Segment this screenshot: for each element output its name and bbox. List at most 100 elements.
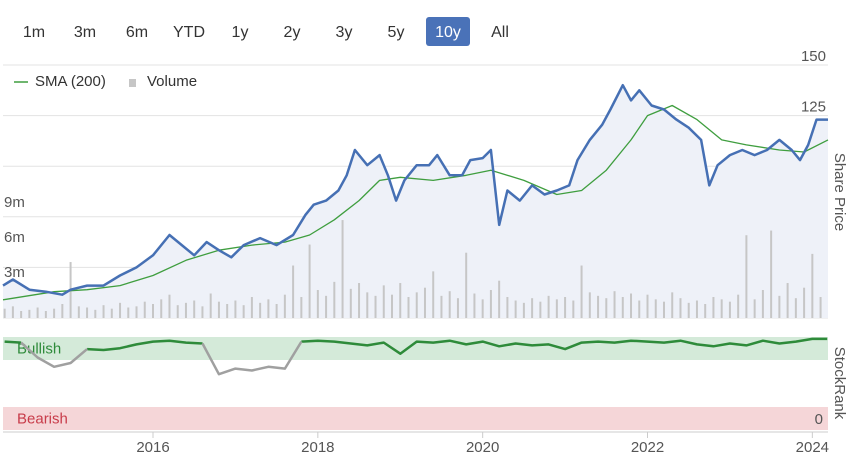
volume-bar xyxy=(695,300,698,318)
volume-bar xyxy=(712,297,715,318)
range-button-label[interactable]: 1y xyxy=(232,24,249,41)
rank-line xyxy=(4,337,828,355)
range-button-label[interactable]: 10y xyxy=(435,24,461,41)
volume-bar xyxy=(506,297,509,318)
volume-bar xyxy=(555,299,558,318)
volume-bar xyxy=(61,304,64,318)
volume-bar xyxy=(176,305,179,318)
volume-bar xyxy=(283,294,286,318)
volume-bar xyxy=(473,293,476,318)
range-button[interactable]: 3m xyxy=(74,24,96,41)
volume-bar xyxy=(522,302,525,318)
volume-bar xyxy=(102,305,105,318)
volume-bar xyxy=(135,306,138,318)
volume-bar xyxy=(325,295,328,318)
range-button[interactable]: 1y xyxy=(232,24,249,41)
volume-bar xyxy=(44,311,47,318)
volume-bar xyxy=(374,295,377,318)
range-button[interactable]: All xyxy=(491,24,509,41)
volume-bar xyxy=(440,295,443,318)
legend-swatch xyxy=(129,79,136,87)
volume-bar xyxy=(127,307,130,318)
volume-bar xyxy=(275,304,278,318)
volume-bar xyxy=(531,298,534,318)
rank-axis-title: StockRank xyxy=(831,347,848,420)
volume-bar xyxy=(687,302,690,318)
range-button-label[interactable]: All xyxy=(491,24,509,41)
volume-bar xyxy=(630,293,633,318)
volume-bar xyxy=(811,253,814,318)
range-button[interactable]: 5y xyxy=(388,24,405,41)
volume-bar xyxy=(737,294,740,318)
volume-bar xyxy=(152,304,154,318)
volume-bar xyxy=(53,308,56,318)
volume-bar xyxy=(391,294,394,318)
volume-bar xyxy=(259,302,262,318)
range-button[interactable]: 6m xyxy=(126,24,148,41)
x-tick-label: 2016 xyxy=(136,439,169,453)
volume-bar xyxy=(745,235,748,318)
volume-bar xyxy=(621,297,624,318)
volume-bar xyxy=(638,300,641,318)
volume-bar xyxy=(679,298,682,318)
rank-band xyxy=(3,407,828,430)
volume-bar xyxy=(184,302,187,318)
volume-bar xyxy=(209,293,212,318)
volume-bar xyxy=(20,311,23,318)
volume-bar xyxy=(242,305,245,318)
volume-bar xyxy=(448,291,451,318)
volume-bar xyxy=(613,291,616,318)
volume-bar xyxy=(193,300,196,318)
volume-bar xyxy=(794,298,797,318)
volume-bar xyxy=(201,306,204,318)
range-button[interactable]: YTD xyxy=(173,24,205,41)
x-tick-label: 2020 xyxy=(466,439,499,453)
y2-tick-label: 3m xyxy=(4,264,25,281)
volume-bar xyxy=(28,309,31,318)
volume-bar xyxy=(770,230,773,318)
volume-bar xyxy=(86,307,89,318)
volume-bar xyxy=(333,281,336,318)
volume-bar xyxy=(399,283,402,318)
volume-bar xyxy=(588,292,591,318)
volume-bar xyxy=(292,265,295,318)
legend-label: SMA (200) xyxy=(35,73,106,90)
volume-bar xyxy=(358,283,361,318)
rank-tick-label: 0 xyxy=(815,411,823,428)
volume-bar xyxy=(761,290,764,318)
range-button-label[interactable]: 6m xyxy=(126,24,148,41)
range-button[interactable]: 3y xyxy=(336,24,353,41)
y2-tick-label: 6m xyxy=(4,229,25,246)
volume-bar xyxy=(704,304,707,318)
volume-bar xyxy=(605,298,608,318)
volume-bar xyxy=(119,302,122,318)
volume-bar xyxy=(3,308,6,318)
range-button-label[interactable]: 2y xyxy=(284,24,301,41)
volume-bar xyxy=(77,306,80,318)
x-tick-label: 2018 xyxy=(301,439,334,453)
range-button-active xyxy=(426,17,470,46)
band-label: Bullish xyxy=(17,340,61,357)
range-button[interactable]: 1m xyxy=(23,24,45,41)
range-button-label[interactable]: 3y xyxy=(336,24,353,41)
volume-bar xyxy=(539,301,542,318)
y2-tick-label: 9m xyxy=(4,194,25,211)
volume-bar xyxy=(160,299,163,318)
volume-bar xyxy=(432,271,435,318)
volume-bar xyxy=(646,294,649,318)
range-button[interactable]: 10y xyxy=(426,17,470,46)
volume-bar xyxy=(662,301,665,318)
range-button-label[interactable]: 1m xyxy=(23,24,45,41)
sma-line xyxy=(2,104,829,301)
range-button-label[interactable]: 5y xyxy=(388,24,405,41)
rank-band xyxy=(3,337,828,360)
volume-bar xyxy=(415,292,418,318)
range-button-label[interactable]: YTD xyxy=(173,24,205,41)
volume-bar xyxy=(94,309,97,318)
range-button-label[interactable]: 3m xyxy=(74,24,96,41)
volume-bar xyxy=(341,220,344,318)
volume-bar xyxy=(728,301,731,318)
volume-bar xyxy=(36,307,39,318)
range-button[interactable]: 2y xyxy=(284,24,301,41)
